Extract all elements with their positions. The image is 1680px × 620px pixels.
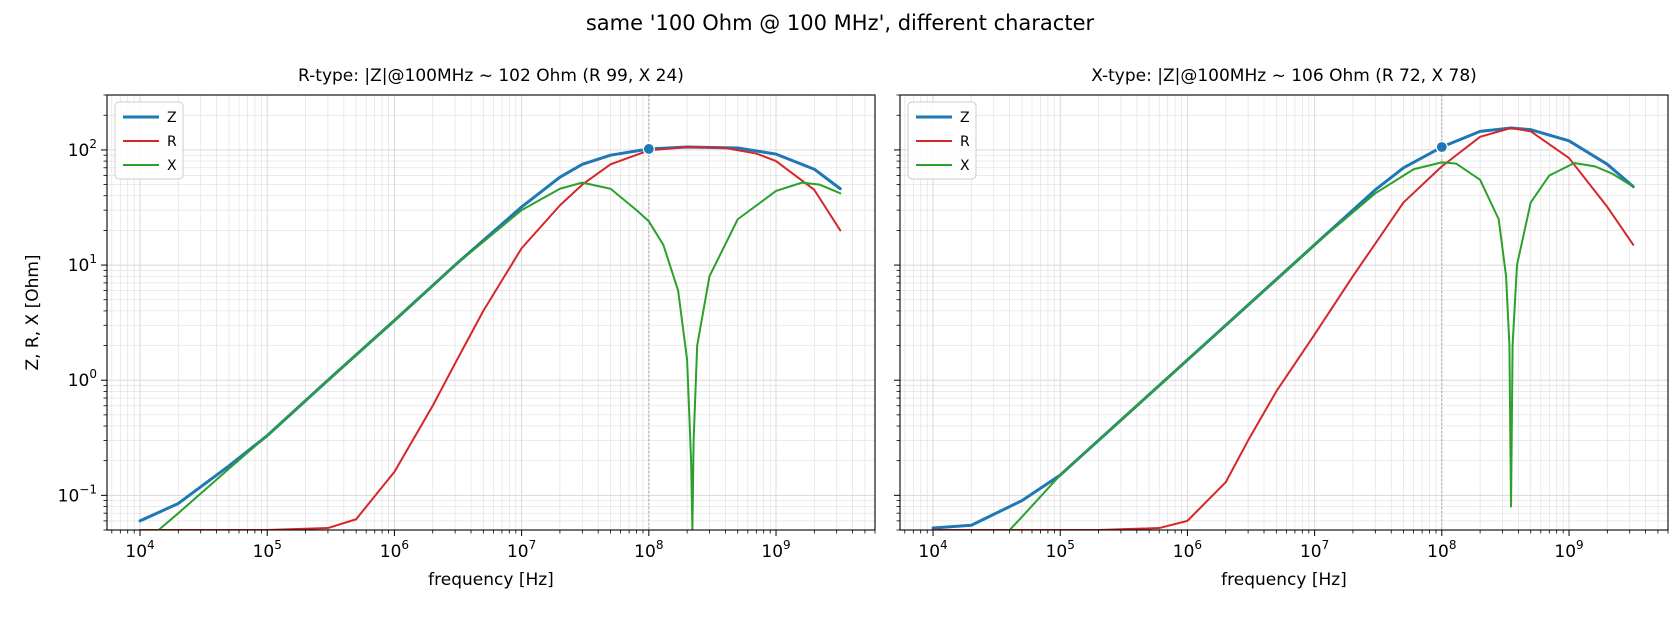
x-tick-label: 106 — [380, 538, 409, 562]
x-tick-label: 107 — [507, 538, 536, 562]
chart-panel-x-type: 104 105 106 107 108 109 X-type: |Z|@100MHz ~ 1… — [894, 66, 1669, 590]
grid-lines — [900, 95, 1668, 530]
chart-title: R-type: |Z|@100MHz ~ 102 Ohm (R 99, X 24… — [298, 66, 684, 86]
y-tick-label: 102 — [68, 137, 97, 161]
legend-label-x: X — [960, 158, 970, 174]
x-tick-label: 109 — [1554, 538, 1583, 562]
series-line-x — [157, 181, 842, 530]
x-tick-label: 105 — [1046, 538, 1075, 562]
series-group — [138, 145, 842, 530]
x-tick-label: 106 — [1173, 538, 1202, 562]
y-tick-label: 10−1 — [58, 482, 97, 506]
x-tick-label: 108 — [634, 538, 663, 562]
chart-panel-r-type: 104 105 106 107 108 109 10−1 100 101 102 R-type: |… — [23, 66, 876, 590]
chart-title: X-type: |Z|@100MHz ~ 106 Ohm (R 72, X 78… — [1091, 66, 1477, 86]
marker-point-100mhz — [1435, 140, 1448, 154]
axes-frame — [899, 94, 1669, 531]
x-tick-label: 108 — [1427, 538, 1456, 562]
y-axis-label: Z, R, X [Ohm] — [23, 254, 43, 370]
x-axis-label: frequency [Hz] — [1221, 570, 1347, 590]
y-tick-label: 101 — [68, 252, 97, 276]
legend-label-r: R — [167, 134, 177, 150]
series-line-r — [139, 146, 842, 530]
legend-label-x: X — [167, 158, 177, 174]
x-tick-label: 105 — [253, 538, 282, 562]
figure-suptitle: same '100 Ohm @ 100 MHz', different char… — [586, 11, 1095, 35]
legend-label-z: Z — [167, 110, 177, 126]
x-axis-label: frequency [Hz] — [428, 570, 554, 590]
x-tick-label: 109 — [761, 538, 790, 562]
series-line-z — [138, 145, 842, 523]
legend: ZRX — [907, 101, 977, 180]
legend: ZRX — [114, 101, 184, 180]
series-group — [931, 126, 1635, 530]
x-tick-label: 107 — [1300, 538, 1329, 562]
series-line-r — [932, 127, 1635, 530]
grid-lines — [107, 95, 875, 530]
legend-label-z: Z — [960, 110, 970, 126]
legend-label-r: R — [960, 134, 970, 150]
marker-point-100mhz — [642, 142, 655, 156]
x-tick-label: 104 — [918, 538, 947, 562]
series-line-x — [1008, 161, 1635, 530]
series-line-z — [931, 126, 1635, 530]
x-tick-label: 104 — [125, 538, 154, 562]
y-tick-label: 100 — [68, 367, 97, 391]
axes-frame — [106, 94, 876, 531]
